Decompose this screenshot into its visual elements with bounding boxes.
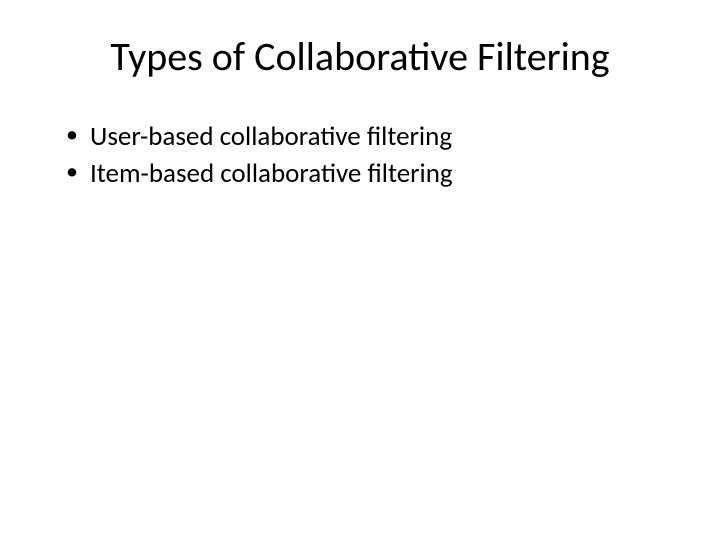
slide-title: Types of Collaborative Filtering xyxy=(48,32,672,81)
slide-container: Types of Collaborative Filtering User-ba… xyxy=(0,0,720,540)
list-item: User-based collaborative filtering xyxy=(66,119,672,154)
list-item: Item-based collaborative filtering xyxy=(66,156,672,191)
bullet-list: User-based collaborative filtering Item-… xyxy=(48,119,672,191)
